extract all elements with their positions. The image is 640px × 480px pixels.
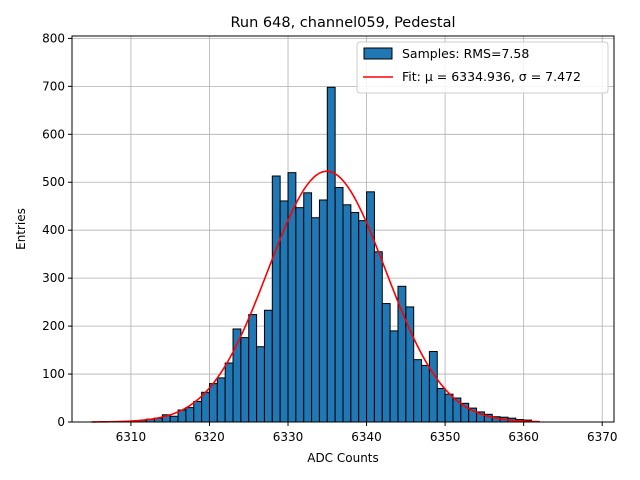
- histogram-bar: [318, 199, 328, 423]
- histogram-bar: [334, 187, 344, 423]
- x-tick-label: 6320: [194, 430, 225, 444]
- y-tick-label: 200: [42, 319, 65, 333]
- histogram-bar: [428, 351, 438, 423]
- histogram-bar: [240, 337, 250, 423]
- y-tick-label: 400: [42, 223, 65, 237]
- x-tick-label: 6310: [116, 430, 147, 444]
- histogram-bar: [263, 309, 273, 423]
- histogram-bar: [248, 314, 258, 423]
- histogram-bar: [224, 362, 234, 423]
- y-axis-label: Entries: [14, 208, 28, 250]
- legend-label-fit: Fit: μ = 6334.936, σ = 7.472: [402, 69, 581, 84]
- chart-title: Run 648, channel059, Pedestal: [230, 15, 455, 31]
- x-tick-label: 6370: [587, 430, 618, 444]
- histogram-bar: [342, 204, 352, 423]
- x-tick-label: 6360: [508, 430, 539, 444]
- y-tick-label: 500: [42, 175, 65, 189]
- histogram-bar: [381, 303, 391, 423]
- histogram-bar: [216, 377, 226, 423]
- histogram-bar: [373, 251, 383, 423]
- histogram-bar: [444, 393, 454, 423]
- histogram-bars: [122, 86, 540, 423]
- histogram-bar: [208, 383, 218, 423]
- histogram-bar: [303, 192, 313, 423]
- histogram-bar: [389, 330, 399, 423]
- legend-swatch-samples: [363, 47, 393, 60]
- histogram-bar: [271, 175, 281, 423]
- x-tick-label: 6340: [351, 430, 382, 444]
- histogram-bar: [452, 397, 462, 423]
- histogram-bar: [350, 211, 360, 423]
- legend-label-samples: Samples: RMS=7.58: [402, 46, 529, 61]
- x-axis-ticks: 6310 6320 6330 6340 6350 6360 6370: [116, 422, 618, 444]
- histogram-bar: [413, 359, 423, 423]
- histogram-bar: [326, 86, 336, 423]
- y-tick-label: 0: [57, 415, 65, 429]
- x-tick-label: 6350: [430, 430, 461, 444]
- histogram-bar: [421, 364, 430, 423]
- histogram-bar: [201, 391, 210, 423]
- histogram-bar: [436, 387, 446, 423]
- histogram-bar: [256, 346, 265, 423]
- legend: Samples: RMS=7.58 Fit: μ = 6334.936, σ =…: [356, 41, 609, 94]
- histogram-bar: [185, 407, 195, 423]
- y-tick-label: 100: [42, 367, 65, 381]
- histogram-bar: [169, 415, 179, 423]
- x-tick-label: 6330: [273, 430, 304, 444]
- histogram-bar: [311, 217, 320, 423]
- histogram-bar: [193, 400, 203, 423]
- x-axis-label: ADC Counts: [307, 451, 379, 465]
- plot-frame: [71, 35, 615, 423]
- y-tick-label: 800: [42, 31, 65, 45]
- y-tick-label: 300: [42, 271, 65, 285]
- y-tick-label: 600: [42, 127, 65, 141]
- y-axis-ticks: 0 100 200 300 400 500 600 700 800: [42, 31, 72, 429]
- fit-curve: [91, 170, 540, 423]
- histogram-bar: [358, 220, 368, 423]
- y-tick-label: 700: [42, 79, 65, 93]
- histogram-bar: [295, 207, 305, 423]
- legend-box: [356, 41, 609, 94]
